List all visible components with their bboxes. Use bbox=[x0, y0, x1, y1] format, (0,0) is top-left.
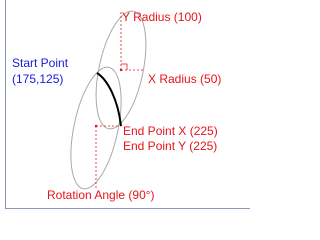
lower-center-point bbox=[94, 124, 98, 128]
elliptical-arc bbox=[96, 72, 122, 127]
right-angle-marker bbox=[121, 63, 128, 70]
end-point-x-label: End Point X (225) bbox=[123, 124, 218, 138]
y-radius-label: Y Radius (100) bbox=[122, 10, 202, 24]
start-coords-label: (175,125) bbox=[12, 72, 63, 86]
diagram: Y Radius (100) Start Point (175,125) X R… bbox=[0, 0, 250, 220]
start-point-label: Start Point bbox=[12, 56, 69, 70]
end-point-y-label: End Point Y (225) bbox=[123, 139, 217, 153]
background bbox=[0, 0, 250, 220]
rotation-angle-label: Rotation Angle (90°) bbox=[47, 188, 155, 202]
x-radius-label: X Radius (50) bbox=[148, 72, 221, 86]
center-point bbox=[119, 68, 123, 72]
lower-ellipse bbox=[70, 66, 122, 190]
upper-ellipse bbox=[95, 10, 147, 130]
